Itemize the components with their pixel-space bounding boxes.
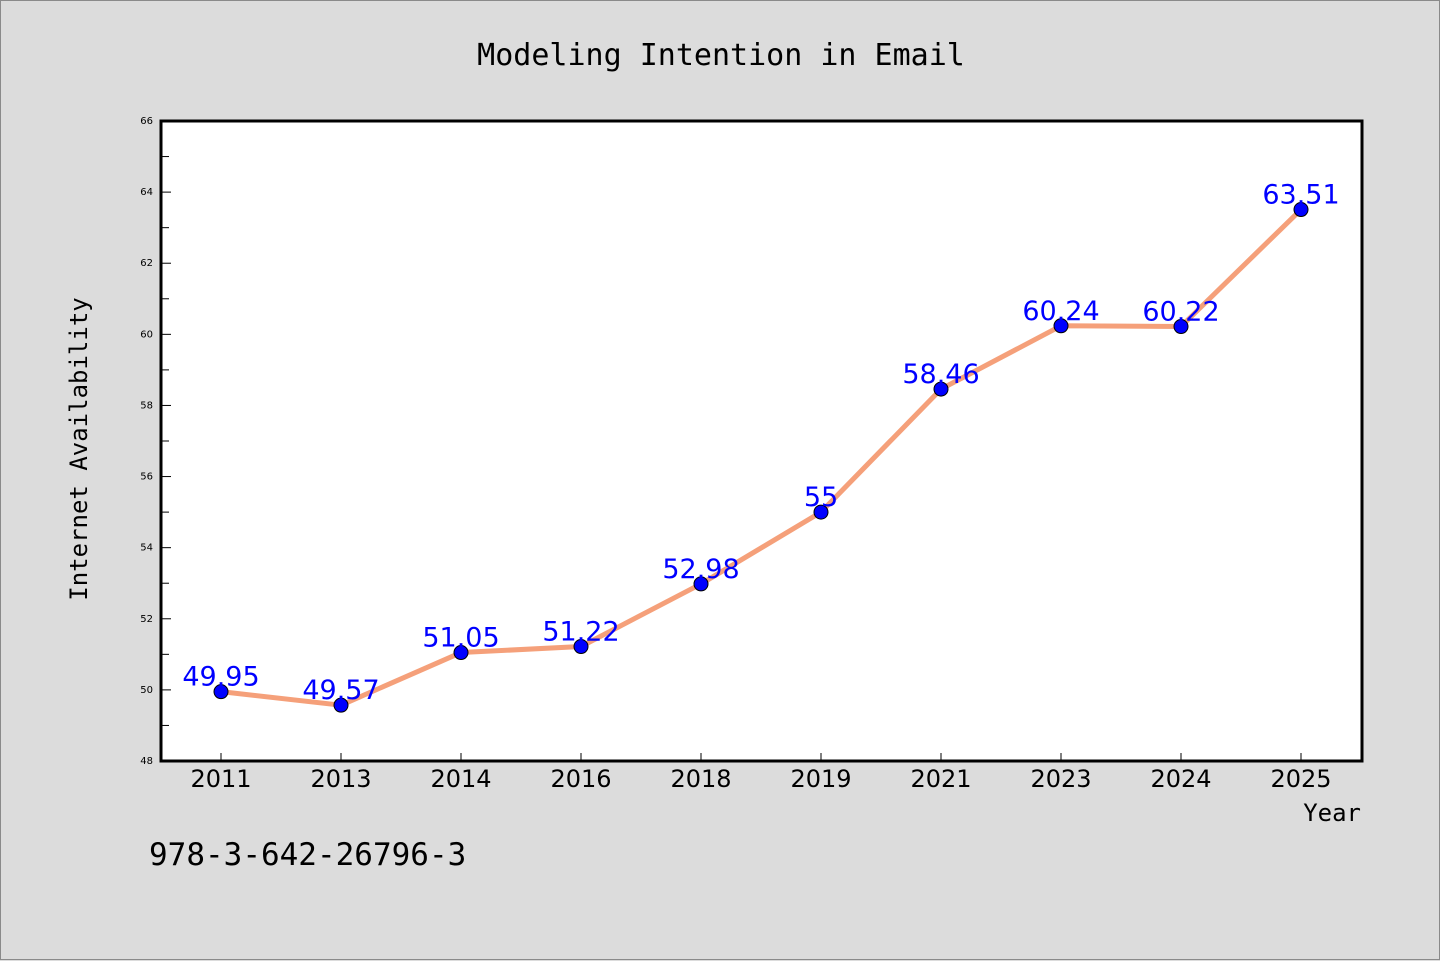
x-tick-label: 2018: [670, 765, 731, 793]
y-axis-label: Internet Availability: [65, 297, 93, 600]
y-tick-label: 58: [140, 400, 153, 411]
data-point: [1053, 318, 1069, 334]
x-tick-label: 2021: [910, 765, 971, 793]
y-axis: 48 50 52 54 56 58 60 62 64 66: [140, 116, 171, 767]
y-tick-label: 64: [140, 187, 153, 198]
data-point: [693, 576, 709, 592]
x-tick-label: 2011: [190, 765, 251, 793]
y-tick-label: 54: [140, 543, 153, 554]
x-axis-label: Year: [1303, 799, 1361, 827]
data-label: 60.24: [1022, 296, 1099, 327]
x-tick-label: 2025: [1270, 765, 1331, 793]
data-point: [1293, 202, 1309, 218]
data-label: 51.22: [542, 617, 619, 648]
isbn-text: 978-3-642-26796-3: [149, 837, 466, 873]
data-point: [573, 639, 589, 655]
x-tick-label: 2023: [1030, 765, 1091, 793]
data-point: [213, 684, 229, 700]
x-tick-label: 2024: [1150, 765, 1211, 793]
data-label: 49.57: [302, 675, 379, 706]
data-point: [933, 381, 949, 397]
data-point: [813, 504, 829, 520]
plot-area: [159, 119, 1364, 763]
data-point: [453, 645, 469, 661]
data-label: 52.98: [662, 554, 739, 585]
y-tick-label: 56: [140, 472, 153, 483]
series-markers: [213, 202, 1309, 713]
y-tick-label: 50: [140, 685, 153, 696]
data-label: 58.46: [902, 359, 979, 390]
data-point: [333, 697, 349, 713]
y-tick-label: 52: [140, 614, 153, 625]
series-line: [218, 207, 1304, 708]
x-axis: 2011 2013 2014 2016 2018 2019 2021 2023 2024 2025: [190, 753, 1332, 793]
chart-title: Modeling Intention in Email: [477, 38, 965, 73]
data-label: 63.51: [1262, 180, 1339, 211]
data-labels: 49.95 49.57 51.05 51.22 52.98 55 58.46 60.24 60.…: [182, 180, 1339, 707]
data-label: 60.22: [1142, 297, 1219, 328]
y-tick-label: 48: [140, 756, 153, 767]
y-tick-label: 66: [140, 116, 153, 127]
data-label: 55: [804, 482, 838, 513]
x-tick-label: 2016: [550, 765, 611, 793]
y-tick-label: 60: [140, 329, 153, 340]
x-tick-label: 2013: [310, 765, 371, 793]
data-label: 49.95: [182, 662, 259, 693]
data-point: [1173, 319, 1189, 335]
data-label: 51.05: [422, 623, 499, 654]
x-tick-label: 2014: [430, 765, 491, 793]
x-tick-label: 2019: [790, 765, 851, 793]
y-tick-label: 62: [140, 258, 153, 269]
